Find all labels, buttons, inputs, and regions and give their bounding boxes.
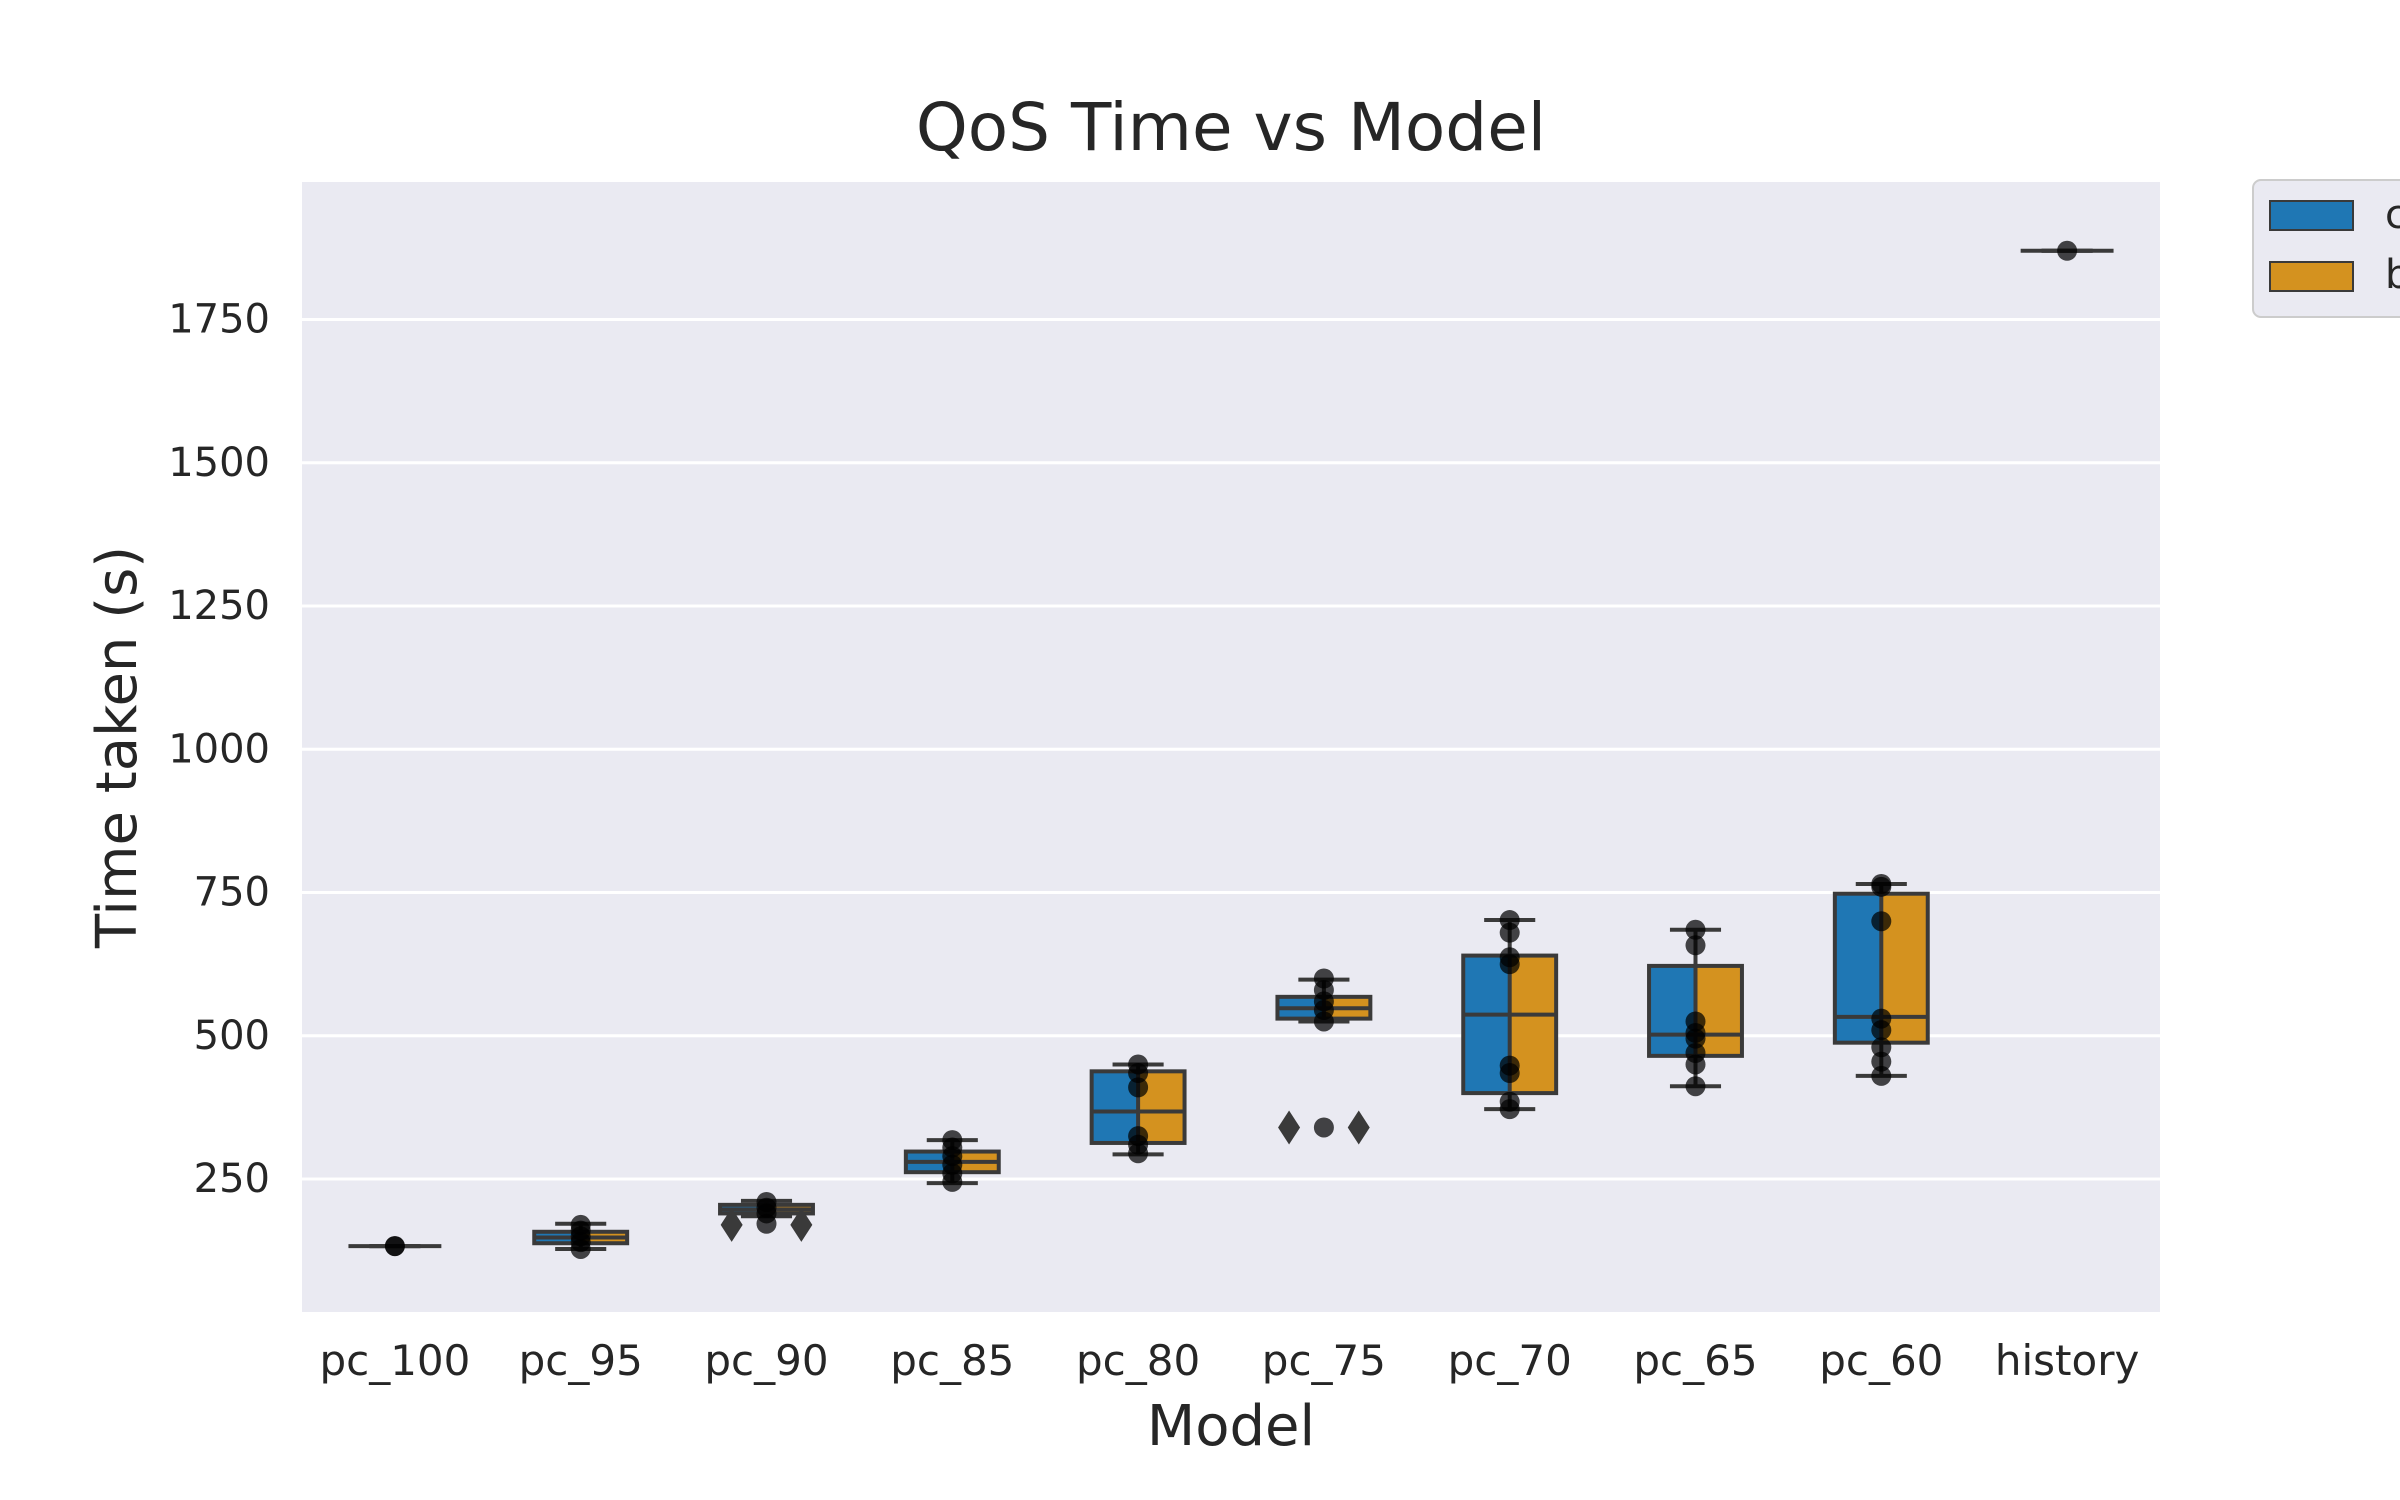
- point-pc_65-7: [1685, 919, 1706, 940]
- outlier-pc_75-0: [1278, 1110, 1301, 1145]
- box-group-pc_60: [1832, 873, 1930, 1086]
- x-tick-label-pc_70: pc_70: [1448, 1336, 1572, 1385]
- point-pc_75-4: [1313, 968, 1334, 989]
- legend-swatch-c: [2269, 200, 2354, 231]
- box-group-pc_70: [1461, 910, 1559, 1120]
- point-pc_60-4: [1871, 1008, 1892, 1029]
- point-pc_60-5: [1871, 911, 1892, 932]
- point-pc_95-4: [570, 1214, 591, 1235]
- y-tick-label-250: 250: [194, 1156, 270, 1202]
- box-group-pc_85: [903, 1130, 1001, 1192]
- box-group-pc_90: [718, 1191, 815, 1242]
- point-pc_80-3: [1128, 1077, 1149, 1098]
- point-pc_80-2: [1128, 1126, 1149, 1147]
- outlier-pc_90-0: [720, 1207, 743, 1242]
- point-pc_65-5: [1685, 1011, 1706, 1032]
- point-pc_65-6: [1685, 935, 1706, 956]
- y-axis-label: Time taken (s): [85, 546, 150, 949]
- box-groups: [348, 240, 2114, 1259]
- point-pc_85-5: [942, 1130, 963, 1151]
- y-tick-label-1500: 1500: [168, 440, 270, 486]
- x-tick-label-pc_95: pc_95: [519, 1336, 643, 1385]
- legend-label-b: b: [2385, 252, 2400, 298]
- x-tick-label-pc_65: pc_65: [1633, 1336, 1757, 1385]
- point-pc_70-1: [1499, 1091, 1520, 1112]
- point-pc_60-0: [1871, 1065, 1892, 1086]
- x-tick-label-pc_100: pc_100: [319, 1336, 470, 1385]
- point-pc_80-5: [1128, 1054, 1149, 1075]
- y-tick-label-1250: 1250: [168, 583, 270, 629]
- chart-title: QoS Time vs Model: [916, 89, 1546, 166]
- point-pc_100-1: [384, 1236, 405, 1257]
- box-group-history: [2020, 240, 2114, 261]
- point-pc_75-5: [1313, 1117, 1334, 1138]
- y-tick-labels: 250 500 750 1000 1250 1500 1750: [168, 297, 270, 1203]
- x-tick-label-pc_60: pc_60: [1819, 1336, 1943, 1385]
- point-pc_70-3: [1499, 1055, 1520, 1076]
- point-pc_90-3: [756, 1191, 777, 1212]
- point-pc_60-2: [1871, 1037, 1892, 1058]
- x-tick-label-pc_80: pc_80: [1076, 1336, 1200, 1385]
- x-tick-label-pc_75: pc_75: [1262, 1336, 1386, 1385]
- point-pc_60-7: [1871, 873, 1892, 894]
- point-pc_70-5: [1499, 947, 1520, 968]
- plot-area: [302, 182, 2160, 1312]
- y-tick-label-1750: 1750: [168, 297, 270, 343]
- x-tick-label-history: history: [1995, 1336, 2139, 1385]
- y-tick-label-750: 750: [194, 870, 270, 916]
- grid-lines: [302, 318, 2160, 1181]
- point-history-0: [2057, 240, 2078, 261]
- y-tick-label-500: 500: [194, 1013, 270, 1059]
- point-pc_65-0: [1685, 1076, 1706, 1097]
- box-group-pc_95: [532, 1214, 630, 1259]
- x-tick-labels: pc_100 pc_95 pc_90 pc_85 pc_80 pc_75 pc_70 pc_6…: [319, 1336, 2139, 1385]
- outlier-pc_90-1: [790, 1207, 813, 1242]
- legend-label-c: c: [2385, 192, 2400, 238]
- box-group-pc_75: [1275, 968, 1373, 1145]
- outlier-pc_75-1: [1347, 1110, 1370, 1145]
- x-axis-label: Model: [1147, 1394, 1315, 1459]
- legend-swatch-b: [2269, 261, 2354, 292]
- box-group-pc_100: [348, 1236, 442, 1257]
- point-pc_60-1: [1871, 1051, 1892, 1072]
- y-tick-label-1000: 1000: [168, 726, 270, 772]
- legend: c b: [2252, 179, 2400, 318]
- x-tick-label-pc_85: pc_85: [890, 1336, 1014, 1385]
- box-group-pc_80: [1089, 1054, 1187, 1164]
- x-tick-label-pc_90: pc_90: [704, 1336, 828, 1385]
- point-pc_65-2: [1685, 1042, 1706, 1063]
- point-pc_70-7: [1499, 910, 1520, 931]
- box-group-pc_65: [1647, 919, 1744, 1097]
